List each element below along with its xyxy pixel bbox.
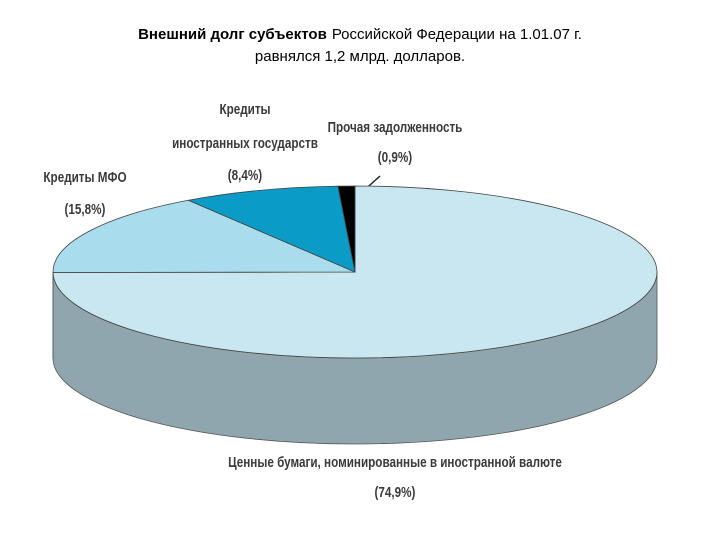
- slice-label: Прочая задолженность: [328, 119, 463, 136]
- chart-subtitle: равнялся 1,2 млрд. долларов.: [255, 48, 465, 65]
- value-label: (0,9%): [378, 149, 412, 166]
- slice: [337, 185, 356, 273]
- slice: [187, 185, 356, 273]
- value-label: (15,8%): [65, 201, 106, 218]
- slice-label: иностранных государств: [172, 135, 318, 152]
- title-rest: Российской Федерации на 1.01.07 г.: [332, 26, 582, 43]
- slice-label: Кредиты МФО: [43, 169, 126, 186]
- slice: [52, 199, 356, 273]
- value-label: (8,4%): [228, 167, 262, 184]
- slice-label: Ценные бумаги, номинированные в иностран…: [228, 454, 562, 471]
- value-label: (74,9%): [375, 484, 416, 501]
- slice-label: Кредиты: [219, 101, 270, 118]
- chart-title: Внешний долг субъектов Российской Федерац…: [138, 26, 582, 43]
- title-bold: Внешний долг субъектов: [138, 26, 327, 43]
